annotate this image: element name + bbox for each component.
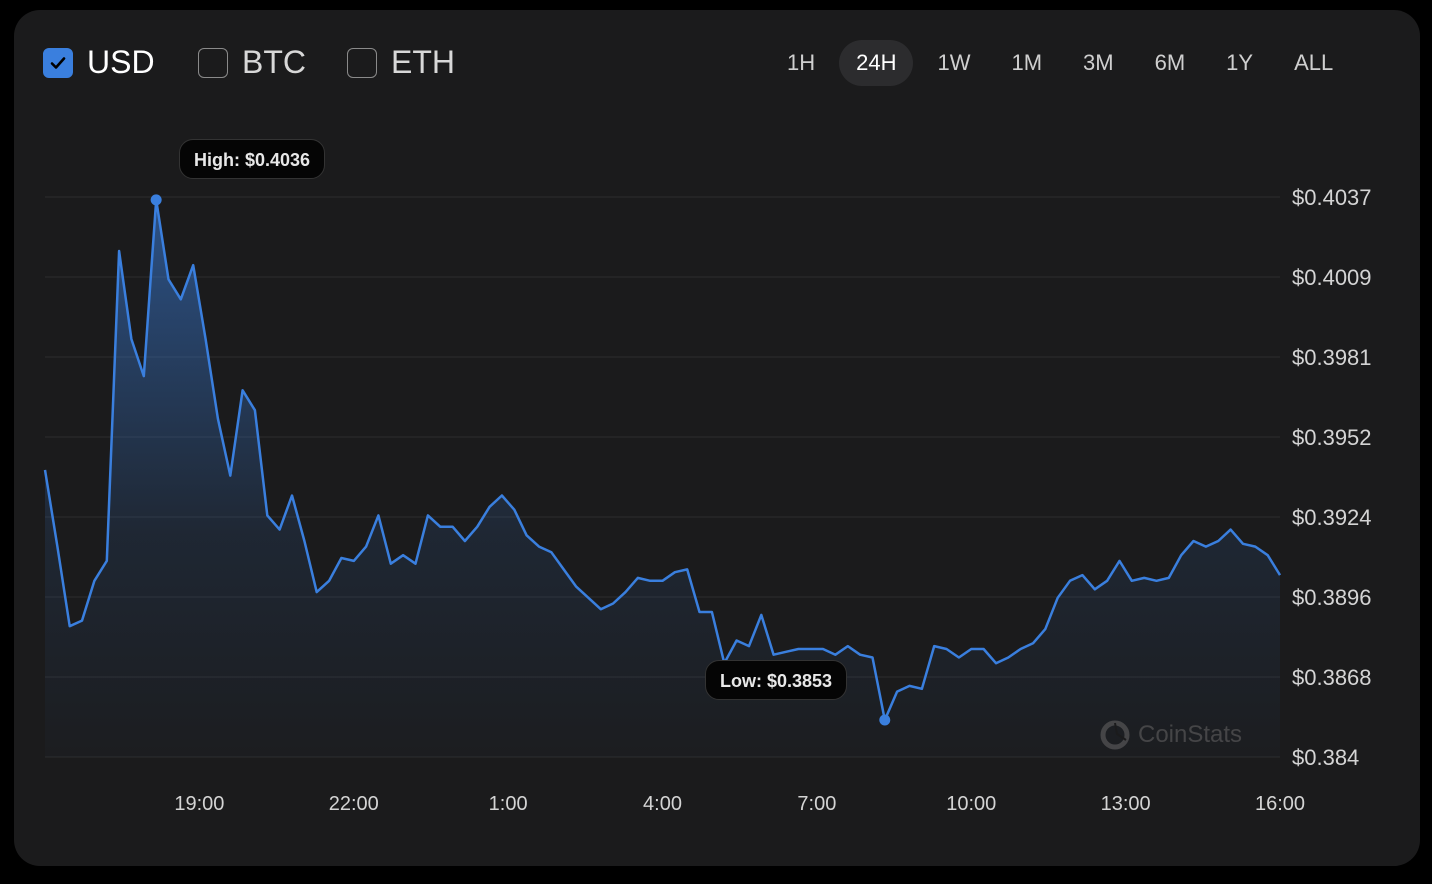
x-tick-label: 10:00 bbox=[946, 793, 996, 815]
low-tooltip: Low: $0.3853 bbox=[705, 660, 848, 700]
tab-all[interactable]: ALL bbox=[1294, 50, 1334, 75]
time-range-tabs: 1H 24H 1W 1M 3M 6M 1Y ALL bbox=[770, 40, 1357, 86]
price-area bbox=[45, 199, 1280, 758]
tab-1m[interactable]: 1M bbox=[1011, 50, 1043, 75]
checkbox[interactable] bbox=[347, 47, 377, 78]
high-marker bbox=[150, 194, 162, 206]
currency-btc-toggle[interactable]: BTC bbox=[198, 44, 306, 81]
y-tick-label: $0.3924 bbox=[1292, 505, 1372, 530]
y-tick-label: $0.3896 bbox=[1292, 585, 1372, 610]
currency-label: USD bbox=[87, 44, 155, 80]
currency-eth-toggle[interactable]: ETH bbox=[347, 44, 455, 81]
tab-3m[interactable]: 3M bbox=[1083, 50, 1114, 75]
x-tick-label: 16:00 bbox=[1255, 793, 1305, 815]
check-icon bbox=[50, 56, 66, 69]
tab-6m[interactable]: 6M bbox=[1154, 50, 1186, 75]
low-marker bbox=[879, 714, 891, 726]
currency-usd-toggle[interactable]: USD bbox=[43, 44, 155, 81]
x-tick-label: 22:00 bbox=[329, 793, 379, 815]
y-tick-label: $0.4009 bbox=[1292, 265, 1372, 290]
watermark: CoinStats bbox=[1100, 720, 1242, 750]
y-tick-label: $0.3868 bbox=[1292, 665, 1372, 690]
tab-1w[interactable]: 1W bbox=[937, 50, 971, 75]
currency-label: BTC bbox=[242, 44, 306, 80]
x-tick-label: 4:00 bbox=[643, 793, 682, 815]
x-tick-label: 19:00 bbox=[174, 793, 224, 815]
coinstats-logo-icon bbox=[1100, 720, 1130, 750]
x-tick-label: 13:00 bbox=[1101, 793, 1151, 815]
y-tick-label: $0.3952 bbox=[1292, 425, 1372, 450]
watermark-text: CoinStats bbox=[1138, 721, 1243, 748]
x-tick-label: 7:00 bbox=[797, 793, 836, 815]
checkbox-checked[interactable] bbox=[43, 47, 73, 78]
y-tick-label: $0.384 bbox=[1292, 745, 1359, 770]
y-tick-label: $0.4037 bbox=[1292, 185, 1372, 210]
price-line bbox=[43, 198, 1282, 722]
x-tick-label: 1:00 bbox=[489, 793, 528, 815]
tab-1h[interactable]: 1H bbox=[787, 50, 816, 75]
currency-label: ETH bbox=[391, 44, 455, 80]
high-tooltip: High: $0.4036 bbox=[179, 139, 326, 179]
checkbox[interactable] bbox=[198, 47, 228, 78]
tab-24h[interactable]: 24H bbox=[839, 40, 914, 86]
y-tick-label: $0.3981 bbox=[1292, 345, 1372, 370]
tab-1y[interactable]: 1Y bbox=[1226, 50, 1254, 75]
